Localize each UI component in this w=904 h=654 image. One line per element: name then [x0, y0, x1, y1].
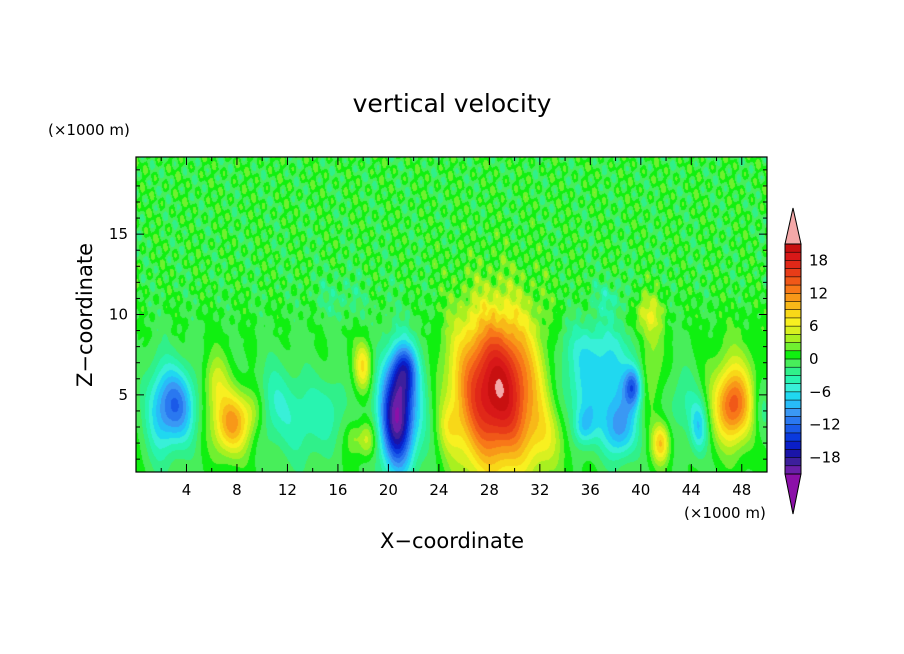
colorbar-tick-label: 0	[809, 350, 819, 368]
colorbar-tick-label: 18	[809, 251, 828, 269]
colorbar-swatch	[785, 457, 801, 466]
colorbar-swatch	[785, 367, 801, 376]
colorbar-swatch	[785, 383, 801, 392]
colorbar-tick-label: −12	[809, 416, 841, 434]
colorbar-swatch	[785, 342, 801, 351]
colorbar-swatch	[785, 465, 801, 474]
colorbar-tick-label: −6	[809, 383, 831, 401]
x-tick-label: 40	[631, 481, 650, 499]
heatmap-raster	[136, 157, 767, 472]
colorbar-tick-label: 12	[809, 284, 828, 302]
colorbar-swatch	[785, 285, 801, 294]
colorbar-swatch	[785, 268, 801, 277]
colorbar-swatch	[785, 391, 801, 401]
y-unit-label: (×1000 m)	[48, 121, 130, 139]
colorbar-swatch	[785, 244, 801, 253]
colorbar-swatch	[785, 375, 801, 384]
colorbar-swatch	[785, 408, 801, 417]
colorbar-swatch	[785, 301, 801, 310]
colorbar-tick-label: 6	[809, 317, 819, 335]
colorbar-swatch	[785, 293, 801, 302]
y-tick-label: 15	[109, 225, 128, 243]
colorbar-swatch	[785, 260, 801, 269]
y-tick-label: 5	[118, 386, 128, 404]
colorbar-swatch	[785, 424, 801, 433]
x-tick-label: 16	[328, 481, 347, 499]
x-tick-label: 24	[429, 481, 448, 499]
x-tick-label: 8	[232, 481, 242, 499]
y-axis-label: Z−coordinate	[73, 243, 97, 387]
colorbar-swatch	[785, 400, 801, 409]
colorbar-swatch	[785, 252, 801, 261]
heatmap-plot-area	[136, 157, 767, 472]
colorbar-tick-label: −18	[809, 449, 841, 467]
colorbar-swatch	[785, 416, 801, 425]
y-tick-label: 10	[109, 306, 128, 324]
x-tick-label: 20	[379, 481, 398, 499]
colorbar-swatch	[785, 317, 801, 327]
colorbar-swatch	[785, 326, 801, 335]
colorbar-swatch	[785, 309, 801, 318]
x-tick-label: 44	[682, 481, 701, 499]
colorbar-swatch	[785, 449, 801, 458]
colorbar: −18 −12 −6 0 6 12 18	[784, 207, 841, 515]
colorbar-swatch	[785, 276, 801, 286]
x-tick-label: 4	[182, 481, 192, 499]
colorbar-under-triangle	[784, 473, 802, 515]
x-axis-label: X−coordinate	[380, 529, 524, 553]
x-tick-label: 12	[278, 481, 297, 499]
x-tick-label: 48	[732, 481, 751, 499]
x-unit-label: (×1000 m)	[684, 504, 766, 522]
x-tick-label: 36	[581, 481, 600, 499]
x-tick-label: 28	[480, 481, 499, 499]
colorbar-swatch	[785, 350, 801, 359]
x-tick-label: 32	[530, 481, 549, 499]
colorbar-over-triangle	[784, 207, 802, 245]
colorbar-swatch	[785, 359, 801, 368]
colorbar-swatch	[785, 432, 801, 442]
colorbar-swatch	[785, 441, 801, 450]
chart-title: vertical velocity	[353, 89, 552, 118]
colorbar-swatch	[785, 334, 801, 343]
